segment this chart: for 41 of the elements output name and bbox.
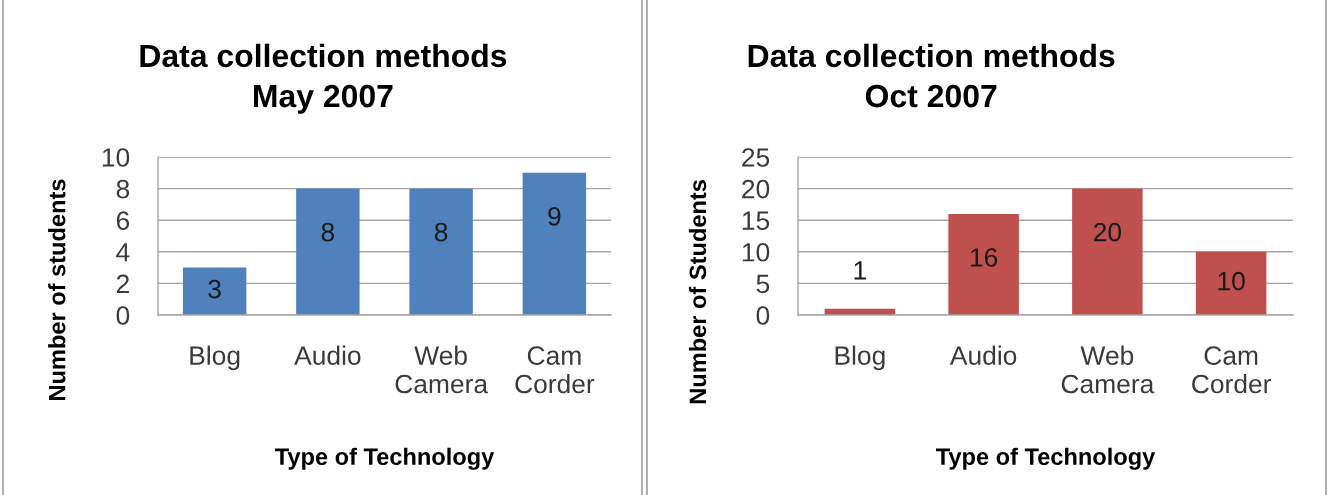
x-tick-label: Web Camera xyxy=(1061,345,1155,394)
x-tick-label: Blog xyxy=(835,345,885,371)
x-tick-label: Cam Corder xyxy=(515,346,595,394)
data-label: 16 xyxy=(970,248,998,267)
data-label: 8 xyxy=(321,222,335,242)
x-tick-label: Audio xyxy=(294,345,361,365)
x-axis-title: Type of Technology xyxy=(275,447,495,470)
data-label: 10 xyxy=(1218,271,1245,291)
bar xyxy=(522,172,587,315)
data-label: 9 xyxy=(548,207,561,226)
data-label: 3 xyxy=(208,279,221,299)
y-axis-title: Number of students xyxy=(48,179,66,400)
x-tick-label: Blog xyxy=(190,345,240,371)
y-tick-label: 0 xyxy=(756,306,770,325)
bar xyxy=(296,188,360,315)
bar xyxy=(1072,188,1143,315)
y-tick-label: 2 xyxy=(116,274,129,293)
x-tick-label: Audio xyxy=(949,345,1017,365)
bar xyxy=(409,188,473,315)
data-label: 20 xyxy=(1094,222,1122,242)
y-axis-title: Number of Students xyxy=(688,180,707,404)
chart-title: Data collection methods Oct 2007 xyxy=(748,43,1115,108)
bar xyxy=(1195,251,1267,315)
data-label: 1 xyxy=(854,261,866,280)
y-tick-label: 15 xyxy=(742,211,770,231)
y-tick-label: 6 xyxy=(116,211,130,231)
y-tick-label: 10 xyxy=(742,242,770,262)
y-tick-label: 20 xyxy=(742,179,770,199)
x-axis-title: Type of Technology xyxy=(936,447,1156,470)
data-label: 8 xyxy=(434,222,448,242)
y-tick-label: 8 xyxy=(116,179,130,199)
chart-title: Data collection methods May 2007 xyxy=(140,43,507,114)
x-tick-label: Web Camera xyxy=(395,345,489,394)
y-tick-label: 10 xyxy=(102,148,130,167)
y-tick-label: 25 xyxy=(742,148,770,167)
bar xyxy=(182,267,247,315)
bar xyxy=(948,213,1019,315)
y-tick-label: 5 xyxy=(756,274,770,294)
x-tick-label: Cam Corder xyxy=(1192,346,1272,394)
y-tick-label: 0 xyxy=(116,306,130,325)
y-tick-label: 4 xyxy=(116,243,130,262)
